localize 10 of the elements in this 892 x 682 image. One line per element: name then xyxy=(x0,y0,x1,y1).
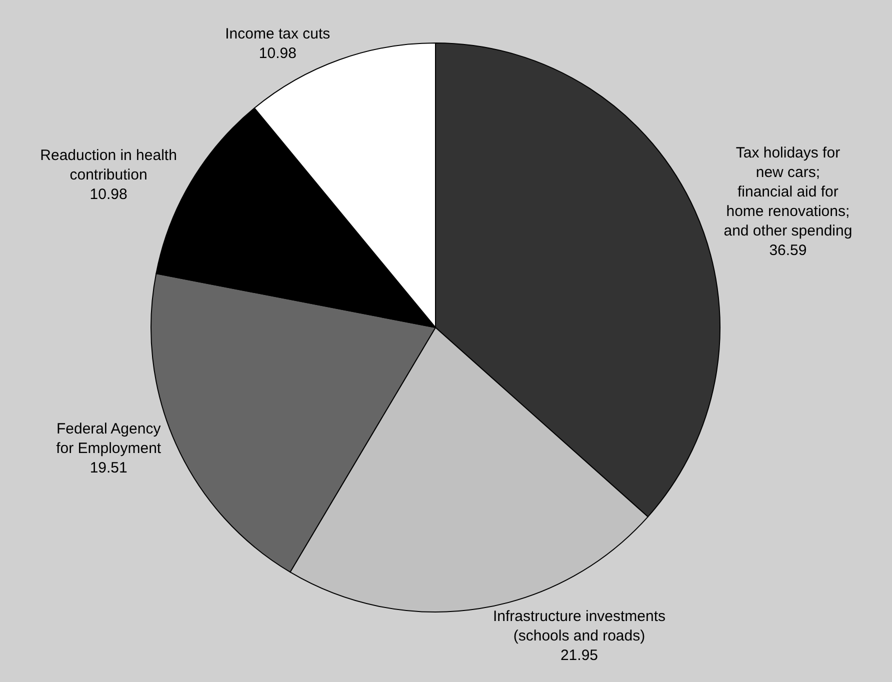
slice-label: Federal Agency for Employment xyxy=(56,420,162,458)
data-label: 36.59 xyxy=(769,242,807,259)
slice-label: Infrastructure investments (schools and roads) xyxy=(492,608,666,645)
data-label: 21.95 xyxy=(560,647,598,664)
slice-label: Income tax cuts xyxy=(225,25,330,42)
data-label: 10.98 xyxy=(90,186,128,203)
data-label: 19.51 xyxy=(90,460,128,477)
slice-label: Readuction in health contribution xyxy=(40,146,177,184)
slice-label: Tax holidays for new cars; financial aid for home renovations; and other spending xyxy=(724,144,852,240)
data-label: 10.98 xyxy=(258,44,296,62)
